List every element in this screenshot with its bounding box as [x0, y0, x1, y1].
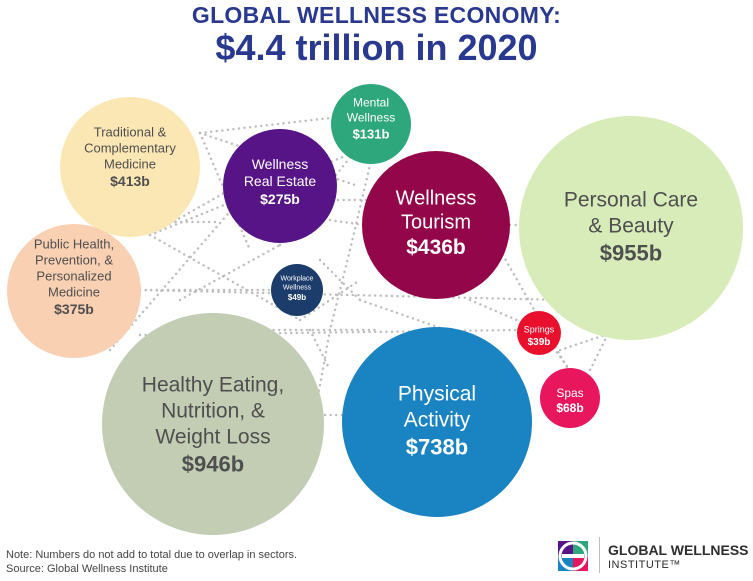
bubble-value-label: $413b [110, 173, 150, 189]
bubble-name-line: Wellness [396, 187, 477, 209]
bubble-name-line: Public Health, [34, 236, 114, 251]
connector-line [178, 243, 282, 302]
bubble-value-label: $68b [556, 401, 583, 415]
bubble-value-label: $39b [528, 337, 551, 348]
logo-mark-icon [558, 541, 588, 571]
bubble-circle [540, 368, 600, 428]
bubble-name-line: Workplace [281, 275, 314, 282]
bubble-springs: Springs $39b [517, 311, 561, 355]
bubble-circle [102, 313, 324, 535]
connector-line [558, 328, 622, 352]
connector-line [138, 288, 562, 302]
bubble-name-line: Weight Loss [155, 426, 270, 449]
bubble-value-label: $946b [182, 451, 244, 476]
bubble-value-label: $49b [288, 293, 306, 302]
bubble-circle [223, 129, 337, 243]
logo-name: GLOBAL WELLNESS [608, 542, 749, 558]
bubble-name-line: Wellness [252, 156, 309, 172]
bubble-name-line: Physical [398, 383, 476, 406]
bubble-name-line: Traditional & [94, 124, 167, 139]
connector-line [308, 328, 332, 442]
bubble-name-line: Complementary [84, 140, 176, 155]
source-note: Source: Global Wellness Institute [6, 563, 168, 575]
bubble-spas: Spas$68b [540, 368, 600, 428]
connector-line [348, 163, 372, 252]
bubble-circle [517, 311, 561, 355]
connector-line [138, 328, 522, 337]
bubble-value-label: $375b [54, 301, 94, 317]
bubble-circle [60, 97, 200, 237]
bubble-name-line: Springs [524, 324, 555, 334]
connector-line [588, 328, 612, 372]
bubble-name-line: Wellness [347, 111, 395, 125]
bubble-name-line: Medicine [104, 156, 156, 171]
connector-line [148, 233, 302, 322]
bubble-workplace-wellness: Workplace Wellness $49b [271, 264, 323, 316]
logo-subtitle: INSTITUTE™ [608, 559, 681, 571]
bubble-name-line: & Beauty [588, 215, 674, 238]
bubble-value-label: $955b [600, 240, 662, 265]
bubble-name-line: Wellness [283, 284, 312, 291]
connector-line [198, 116, 332, 135]
bubble-value-label: $436b [406, 236, 466, 259]
bubble-healthy-eating-nutrition-weight-loss: Healthy Eating, Nutrition, & Weight Loss$9… [102, 313, 324, 535]
bubble-name-line: Medicine [48, 284, 100, 299]
connector-line [198, 131, 357, 187]
bubble-name-line: Tourism [401, 211, 471, 233]
connector-line [298, 278, 362, 322]
bubble-name-line: Spas [556, 386, 583, 400]
bubble-name-line: Prevention, & [35, 252, 113, 267]
institute-logo: GLOBAL WELLNESS INSTITUTE™ [556, 535, 749, 577]
connector-line [308, 328, 332, 372]
bubble-name-line: Mental [353, 96, 389, 110]
bubble-name-line: Personalized [36, 268, 111, 283]
bubble-circle [362, 151, 510, 299]
connector-line [318, 258, 362, 302]
bubble-value-label: $738b [406, 434, 468, 459]
logo-divider [599, 537, 600, 573]
bubble-name-line: Activity [404, 409, 471, 432]
chart-subtitle: $4.4 trillion in 2020 [215, 27, 538, 68]
bubble-name-line: Personal Care [564, 189, 698, 212]
bubble-circle [342, 327, 532, 517]
connector-line [278, 153, 354, 247]
bubble-circle [519, 116, 743, 340]
bubble-name-line: Nutrition, & [161, 400, 265, 423]
bubble-name-line: Real Estate [244, 173, 317, 189]
footnote: Note: Numbers do not add to total due to… [6, 549, 298, 561]
connector-line [328, 218, 502, 247]
bubble-value-label: $275b [260, 191, 300, 207]
chart-title: GLOBAL WELLNESS ECONOMY: [191, 2, 562, 28]
connector-line [148, 148, 302, 237]
bubble-name-line: Healthy Eating, [142, 374, 284, 397]
bubble-circle [7, 224, 141, 358]
connector-line [468, 298, 542, 332]
bubbles: Personal Care & Beauty$955b Healthy Eating… [7, 84, 743, 535]
bubble-public-health-prevention-personalized-medicine: Public Health,Prevention, &PersonalizedM… [7, 224, 141, 358]
bubble-physical-activity: Physical Activity$738b [342, 327, 532, 517]
bubble-value-label: $131b [353, 126, 390, 141]
bubble-circle [271, 264, 323, 316]
bubble-personal-care-beauty: Personal Care & Beauty$955b [519, 116, 743, 340]
connector-line [198, 131, 252, 252]
bubble-circle [331, 84, 411, 164]
